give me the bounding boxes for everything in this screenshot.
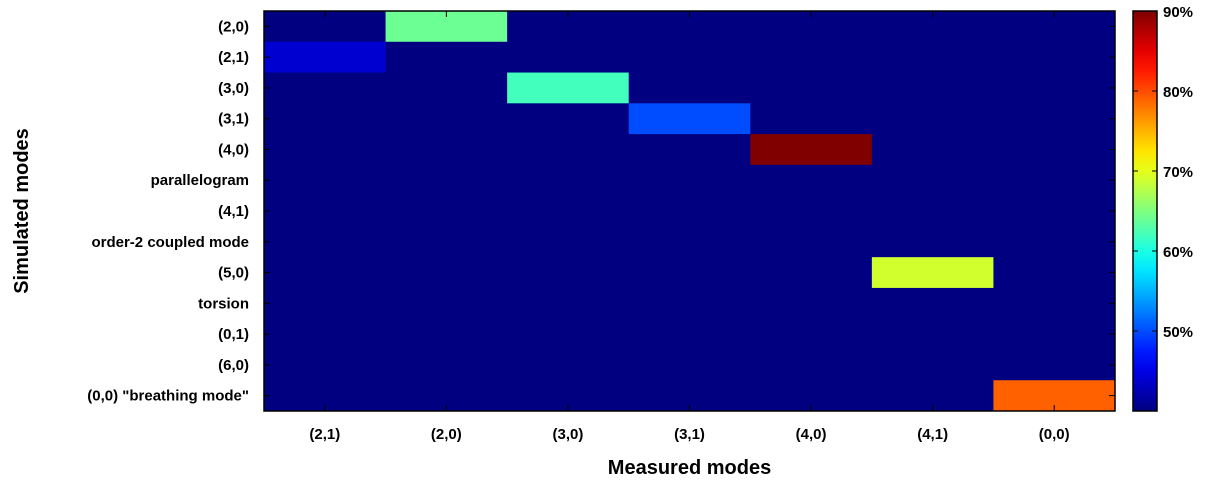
y-tick-label: (4,1): [218, 203, 249, 220]
x-axis-title: Measured modes: [608, 457, 771, 479]
y-tick-label: (6,0): [218, 357, 249, 374]
heatmap-cell: [871, 257, 994, 288]
colorbar-tick-label: 50%: [1163, 324, 1193, 341]
heatmap-background: [264, 11, 1115, 411]
heatmap-cell: [264, 41, 386, 73]
colorbar: 50% 60% 70% 80% 90%: [1132, 4, 1193, 412]
y-tick-label: torsion: [198, 295, 249, 312]
y-tick-label: (5,0): [218, 265, 249, 282]
plot-ticks: [264, 11, 1115, 411]
heatmap-cell: [507, 72, 629, 104]
x-tick-label: (3,1): [674, 426, 705, 443]
x-tick-label: (4,0): [796, 426, 827, 443]
x-tick-label: (2,1): [309, 426, 340, 443]
y-tick-label: (4,0): [218, 141, 249, 158]
colorbar-tick-label: 60%: [1163, 244, 1193, 261]
colorbar-tick-label: 80%: [1163, 84, 1193, 101]
y-tick-label: (0,0) "breathing mode": [87, 388, 249, 405]
y-tick-label: (3,1): [218, 111, 249, 128]
heatmap-cells: [264, 11, 1115, 411]
plot-frame: [263, 10, 1116, 412]
colorbar-tick-label: 70%: [1163, 164, 1193, 181]
x-tick-label: (4,1): [917, 426, 948, 443]
y-tick-label: parallelogram: [151, 172, 249, 189]
colorbar-tick-label: 90%: [1163, 4, 1193, 21]
x-tick-label: (3,0): [553, 426, 584, 443]
y-tick-label: (3,0): [218, 80, 249, 97]
heatmap-cell: [628, 103, 751, 135]
heatmap-cell: [750, 134, 872, 165]
y-tick-label: order-2 coupled mode: [91, 234, 249, 251]
y-tick-label: (2,1): [218, 49, 249, 66]
y-axis-title: Simulated modes: [11, 128, 33, 294]
colorbar-gradient: [1132, 10, 1158, 412]
x-axis-tick-labels: (2,1) (2,0) (3,0) (3,1) (4,0) (4,1) (0,0): [309, 426, 1069, 443]
y-tick-label: (0,1): [218, 326, 249, 343]
y-axis-tick-labels: (2,0) (2,1) (3,0) (3,1) (4,0) parallelogram (4…: [87, 18, 249, 404]
x-tick-label: (2,0): [431, 426, 462, 443]
y-tick-label: (2,0): [218, 18, 249, 35]
x-tick-label: (0,0): [1039, 426, 1070, 443]
